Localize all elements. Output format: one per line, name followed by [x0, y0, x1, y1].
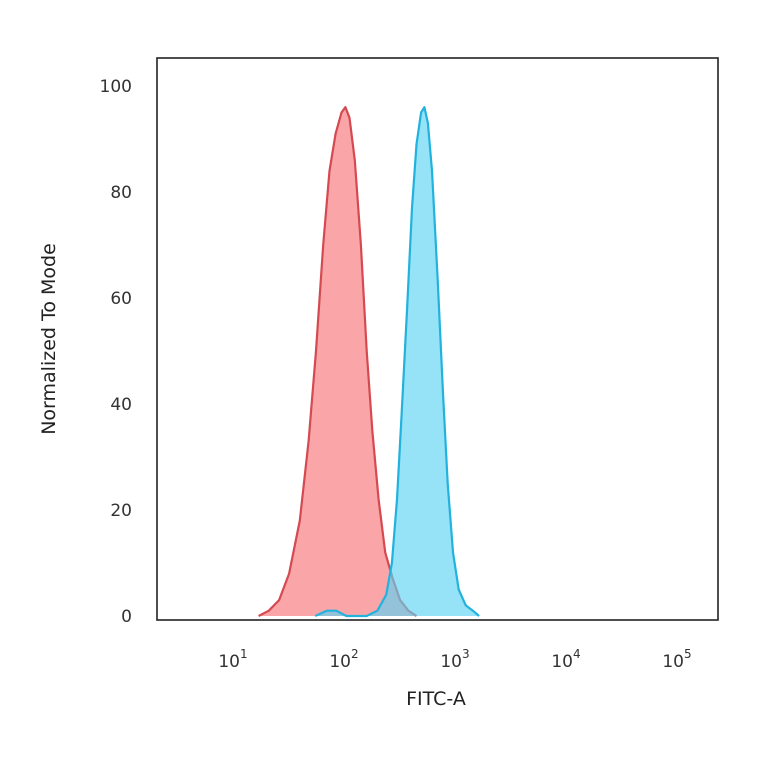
y-tick-label: 0 [121, 607, 132, 627]
x-tick-exponent: 2 [351, 647, 359, 661]
x-tick-label: 102 [329, 647, 358, 672]
series-1-outline [258, 106, 418, 617]
x-tick-exponent: 4 [573, 647, 581, 661]
y-tick-label: 80 [110, 183, 132, 203]
x-axis-ticks: 101 102 103 104 105 [218, 647, 691, 672]
series-layer [258, 106, 480, 618]
x-tick-label: 103 [440, 647, 469, 672]
y-tick-label: 60 [110, 289, 132, 309]
x-tick-label: 105 [662, 647, 691, 672]
x-axis-label: FITC-A [406, 688, 466, 710]
x-tick-exponent: 5 [684, 647, 692, 661]
y-axis-ticks: 0 20 40 60 80 100 [100, 77, 132, 627]
y-tick-label: 20 [110, 501, 132, 521]
plot-frame [156, 57, 719, 621]
x-tick-label: 101 [218, 647, 247, 672]
series-2-outline [314, 106, 480, 618]
y-tick-label: 100 [100, 77, 132, 97]
x-tick-base: 10 [551, 652, 573, 672]
x-tick-base: 10 [662, 652, 684, 672]
x-tick-exponent: 3 [462, 647, 470, 661]
x-tick-base: 10 [329, 652, 351, 672]
x-tick-exponent: 1 [240, 647, 248, 661]
y-axis-label: Normalized To Mode [38, 243, 60, 435]
x-tick-label: 104 [551, 647, 580, 672]
x-tick-base: 10 [440, 652, 462, 672]
x-tick-base: 10 [218, 652, 240, 672]
series-2-area [315, 107, 480, 616]
y-tick-label: 40 [110, 395, 132, 415]
